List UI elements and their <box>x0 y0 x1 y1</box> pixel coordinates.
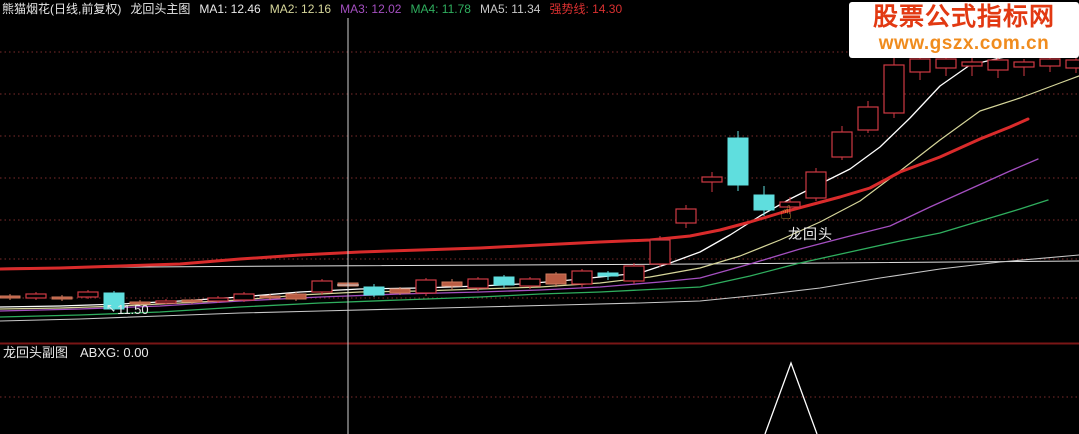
pointing-hand-icon: ☝ <box>780 203 792 224</box>
candlestick <box>753 194 775 211</box>
candlestick <box>961 61 983 67</box>
candlestick <box>883 64 905 114</box>
legend-item: 强势线: 14.30 <box>549 2 623 16</box>
low-price-text: 11.50 <box>117 302 149 317</box>
candlestick <box>0 295 21 299</box>
sub-legend-item: 龙回头副图 <box>3 345 69 360</box>
sub-chart-legend: 龙回头副图 ABXG: 0.00 <box>3 345 149 361</box>
candlestick <box>415 279 437 294</box>
watermark-url: www.gszx.com.cn <box>878 33 1050 54</box>
legend-item: MA5: 11.34 <box>479 2 541 16</box>
candlestick <box>519 278 541 287</box>
candlestick <box>103 292 125 310</box>
candlestick <box>155 300 177 304</box>
line-MA5 <box>0 254 1079 322</box>
watermark-logo[interactable]: 股票公式指标网 www.gszx.com.cn <box>849 2 1079 58</box>
candlestick <box>545 273 567 285</box>
low-price-callout: ↖ 11.50 <box>106 302 149 317</box>
legend-item: MA1: 12.46 <box>199 2 261 16</box>
line-MA1 <box>0 51 1036 308</box>
candlestick <box>779 201 801 208</box>
candlestick <box>25 293 47 299</box>
signal-triangle <box>764 361 818 434</box>
main-chart-legend: 熊猫烟花(日线,前复权) 龙回头主图 MA1: 12.46 MA2: 12.16 MA3… <box>2 2 622 17</box>
candlestick <box>1039 58 1061 67</box>
candlestick <box>181 299 203 303</box>
line-strong-line <box>0 117 1030 271</box>
line-MA4 <box>0 199 1049 318</box>
candlestick <box>909 58 931 73</box>
candlestick <box>77 291 99 298</box>
candlestick <box>285 293 307 300</box>
candlestick <box>727 137 749 186</box>
candlestick <box>701 176 723 183</box>
candlestick <box>1065 59 1079 69</box>
callout-arrow-icon: ↖ <box>106 301 117 315</box>
legend-item: 龙回头主图 <box>130 2 191 16</box>
candlestick <box>259 295 281 299</box>
candlestick <box>623 265 645 282</box>
candlestick <box>311 280 333 293</box>
line-MA3 <box>0 158 1039 312</box>
candlestick <box>51 296 73 300</box>
candlestick <box>597 272 619 277</box>
candlestick <box>493 276 515 286</box>
candlestick <box>1013 61 1035 68</box>
legend-item: MA4: 11.78 <box>410 2 471 16</box>
sub-legend-item: ABXG: 0.00 <box>80 345 149 360</box>
dragon-comeback-label: 龙回头 <box>788 226 833 242</box>
watermark-title: 股票公式指标网 <box>872 3 1055 31</box>
candlestick <box>857 106 879 131</box>
candlestick <box>363 286 385 296</box>
candlestick <box>129 301 151 305</box>
candlestick <box>935 58 957 69</box>
candlestick <box>233 293 255 301</box>
candlestick <box>441 281 463 287</box>
candlestick <box>805 171 827 199</box>
candlestick <box>389 288 411 294</box>
candlestick <box>987 59 1009 71</box>
candlestick <box>207 297 229 302</box>
candlestick <box>675 208 697 224</box>
candlestick <box>649 239 671 265</box>
legend-item: 熊猫烟花(日线,前复权) <box>2 2 122 16</box>
legend-item: MA2: 12.16 <box>269 2 332 16</box>
legend-item: MA3: 12.02 <box>340 2 402 16</box>
candlestick <box>571 270 593 285</box>
candlestick <box>467 278 489 289</box>
reference-hline <box>0 260 1079 269</box>
candlestick <box>831 131 853 158</box>
